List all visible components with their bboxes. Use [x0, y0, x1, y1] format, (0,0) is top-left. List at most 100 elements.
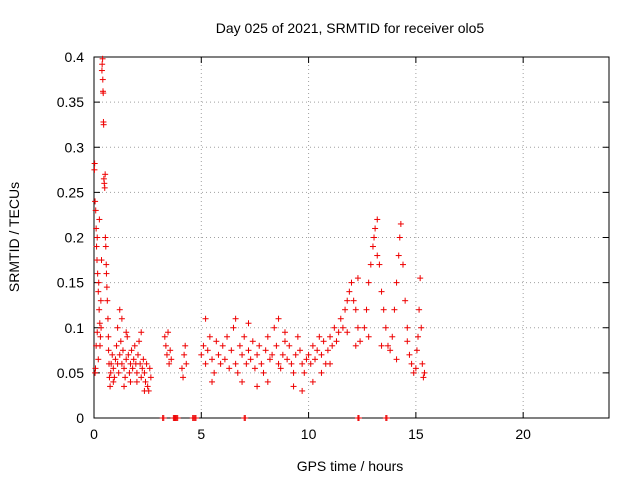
data-point — [271, 324, 278, 331]
data-point — [312, 356, 319, 363]
data-point — [165, 329, 172, 336]
data-point — [141, 387, 148, 394]
data-point — [333, 338, 340, 345]
data-point — [103, 270, 110, 277]
data-point — [221, 356, 228, 363]
data-point — [102, 234, 109, 241]
data-point — [292, 351, 299, 358]
data-point — [138, 329, 145, 336]
data-point — [297, 347, 303, 354]
data-point — [329, 342, 336, 349]
data-point — [163, 351, 170, 358]
data-point — [307, 360, 314, 367]
x-tick-label: 10 — [301, 426, 317, 442]
data-point — [406, 351, 413, 358]
data-point — [305, 351, 312, 358]
data-point — [94, 270, 101, 277]
data-point — [234, 369, 241, 376]
data-point — [181, 351, 188, 358]
data-point — [410, 369, 417, 376]
data-point — [113, 342, 120, 349]
data-point — [97, 333, 104, 340]
data-point — [374, 252, 381, 259]
data-point — [133, 378, 140, 385]
data-point — [213, 338, 220, 345]
data-point — [117, 338, 124, 345]
data-point — [288, 360, 295, 367]
data-point — [224, 333, 231, 340]
data-point — [279, 351, 286, 358]
x-tick-label: 20 — [515, 426, 531, 442]
data-point — [110, 378, 117, 385]
data-point — [143, 360, 150, 367]
data-point — [415, 333, 422, 340]
data-point — [356, 415, 363, 421]
data-point — [140, 356, 147, 363]
data-point — [146, 365, 153, 372]
data-point — [107, 369, 114, 376]
data-point — [374, 216, 381, 223]
data-point — [245, 320, 252, 327]
data-point — [209, 378, 216, 385]
data-point — [232, 360, 239, 367]
y-tick-label: 0 — [76, 410, 84, 426]
data-point — [290, 383, 297, 390]
data-point — [367, 261, 374, 268]
data-point — [395, 252, 402, 259]
data-point — [100, 121, 107, 128]
data-point — [98, 324, 105, 331]
data-point — [286, 342, 293, 349]
data-point — [281, 338, 288, 345]
data-point — [408, 360, 415, 367]
data-point — [376, 261, 383, 268]
y-tick-label: 0.35 — [57, 94, 84, 110]
data-point — [198, 351, 205, 358]
y-tick-label: 0.1 — [65, 320, 85, 336]
data-point — [100, 90, 107, 97]
data-point — [266, 356, 273, 363]
data-point — [371, 234, 378, 241]
data-point — [397, 220, 404, 227]
y-tick-label: 0.05 — [57, 365, 84, 381]
data-point — [180, 374, 187, 381]
data-point — [125, 351, 132, 358]
data-point — [404, 338, 411, 345]
data-point — [393, 356, 400, 363]
data-point — [413, 347, 420, 354]
data-point — [105, 333, 112, 340]
x-tick-label: 0 — [90, 426, 98, 442]
data-point — [264, 333, 271, 340]
data-point — [92, 365, 99, 372]
data-point — [324, 347, 331, 354]
data-point — [382, 324, 389, 331]
data-point — [247, 356, 254, 363]
data-point — [331, 324, 338, 331]
data-point — [131, 342, 138, 349]
data-point — [264, 378, 271, 385]
data-point — [108, 360, 115, 367]
data-point — [91, 166, 98, 173]
data-point — [400, 261, 406, 268]
data-point — [348, 279, 355, 286]
data-point — [167, 347, 174, 354]
x-axis-label: GPS time / hours — [297, 458, 404, 474]
data-point — [327, 333, 334, 340]
data-point — [204, 347, 211, 354]
data-point — [389, 333, 396, 340]
data-point — [137, 360, 144, 367]
data-point — [127, 378, 134, 385]
x-tick-label: 5 — [197, 426, 205, 442]
data-point — [357, 338, 364, 345]
data-point — [260, 369, 267, 376]
data-point — [391, 306, 398, 313]
data-point — [95, 356, 102, 363]
data-point — [103, 284, 110, 291]
data-point — [138, 374, 145, 381]
data-point — [380, 306, 387, 313]
data-point — [128, 347, 135, 354]
data-point — [93, 225, 100, 232]
data-point — [126, 369, 133, 376]
data-point — [107, 383, 114, 390]
data-marks — [91, 55, 428, 421]
data-point — [139, 365, 146, 372]
